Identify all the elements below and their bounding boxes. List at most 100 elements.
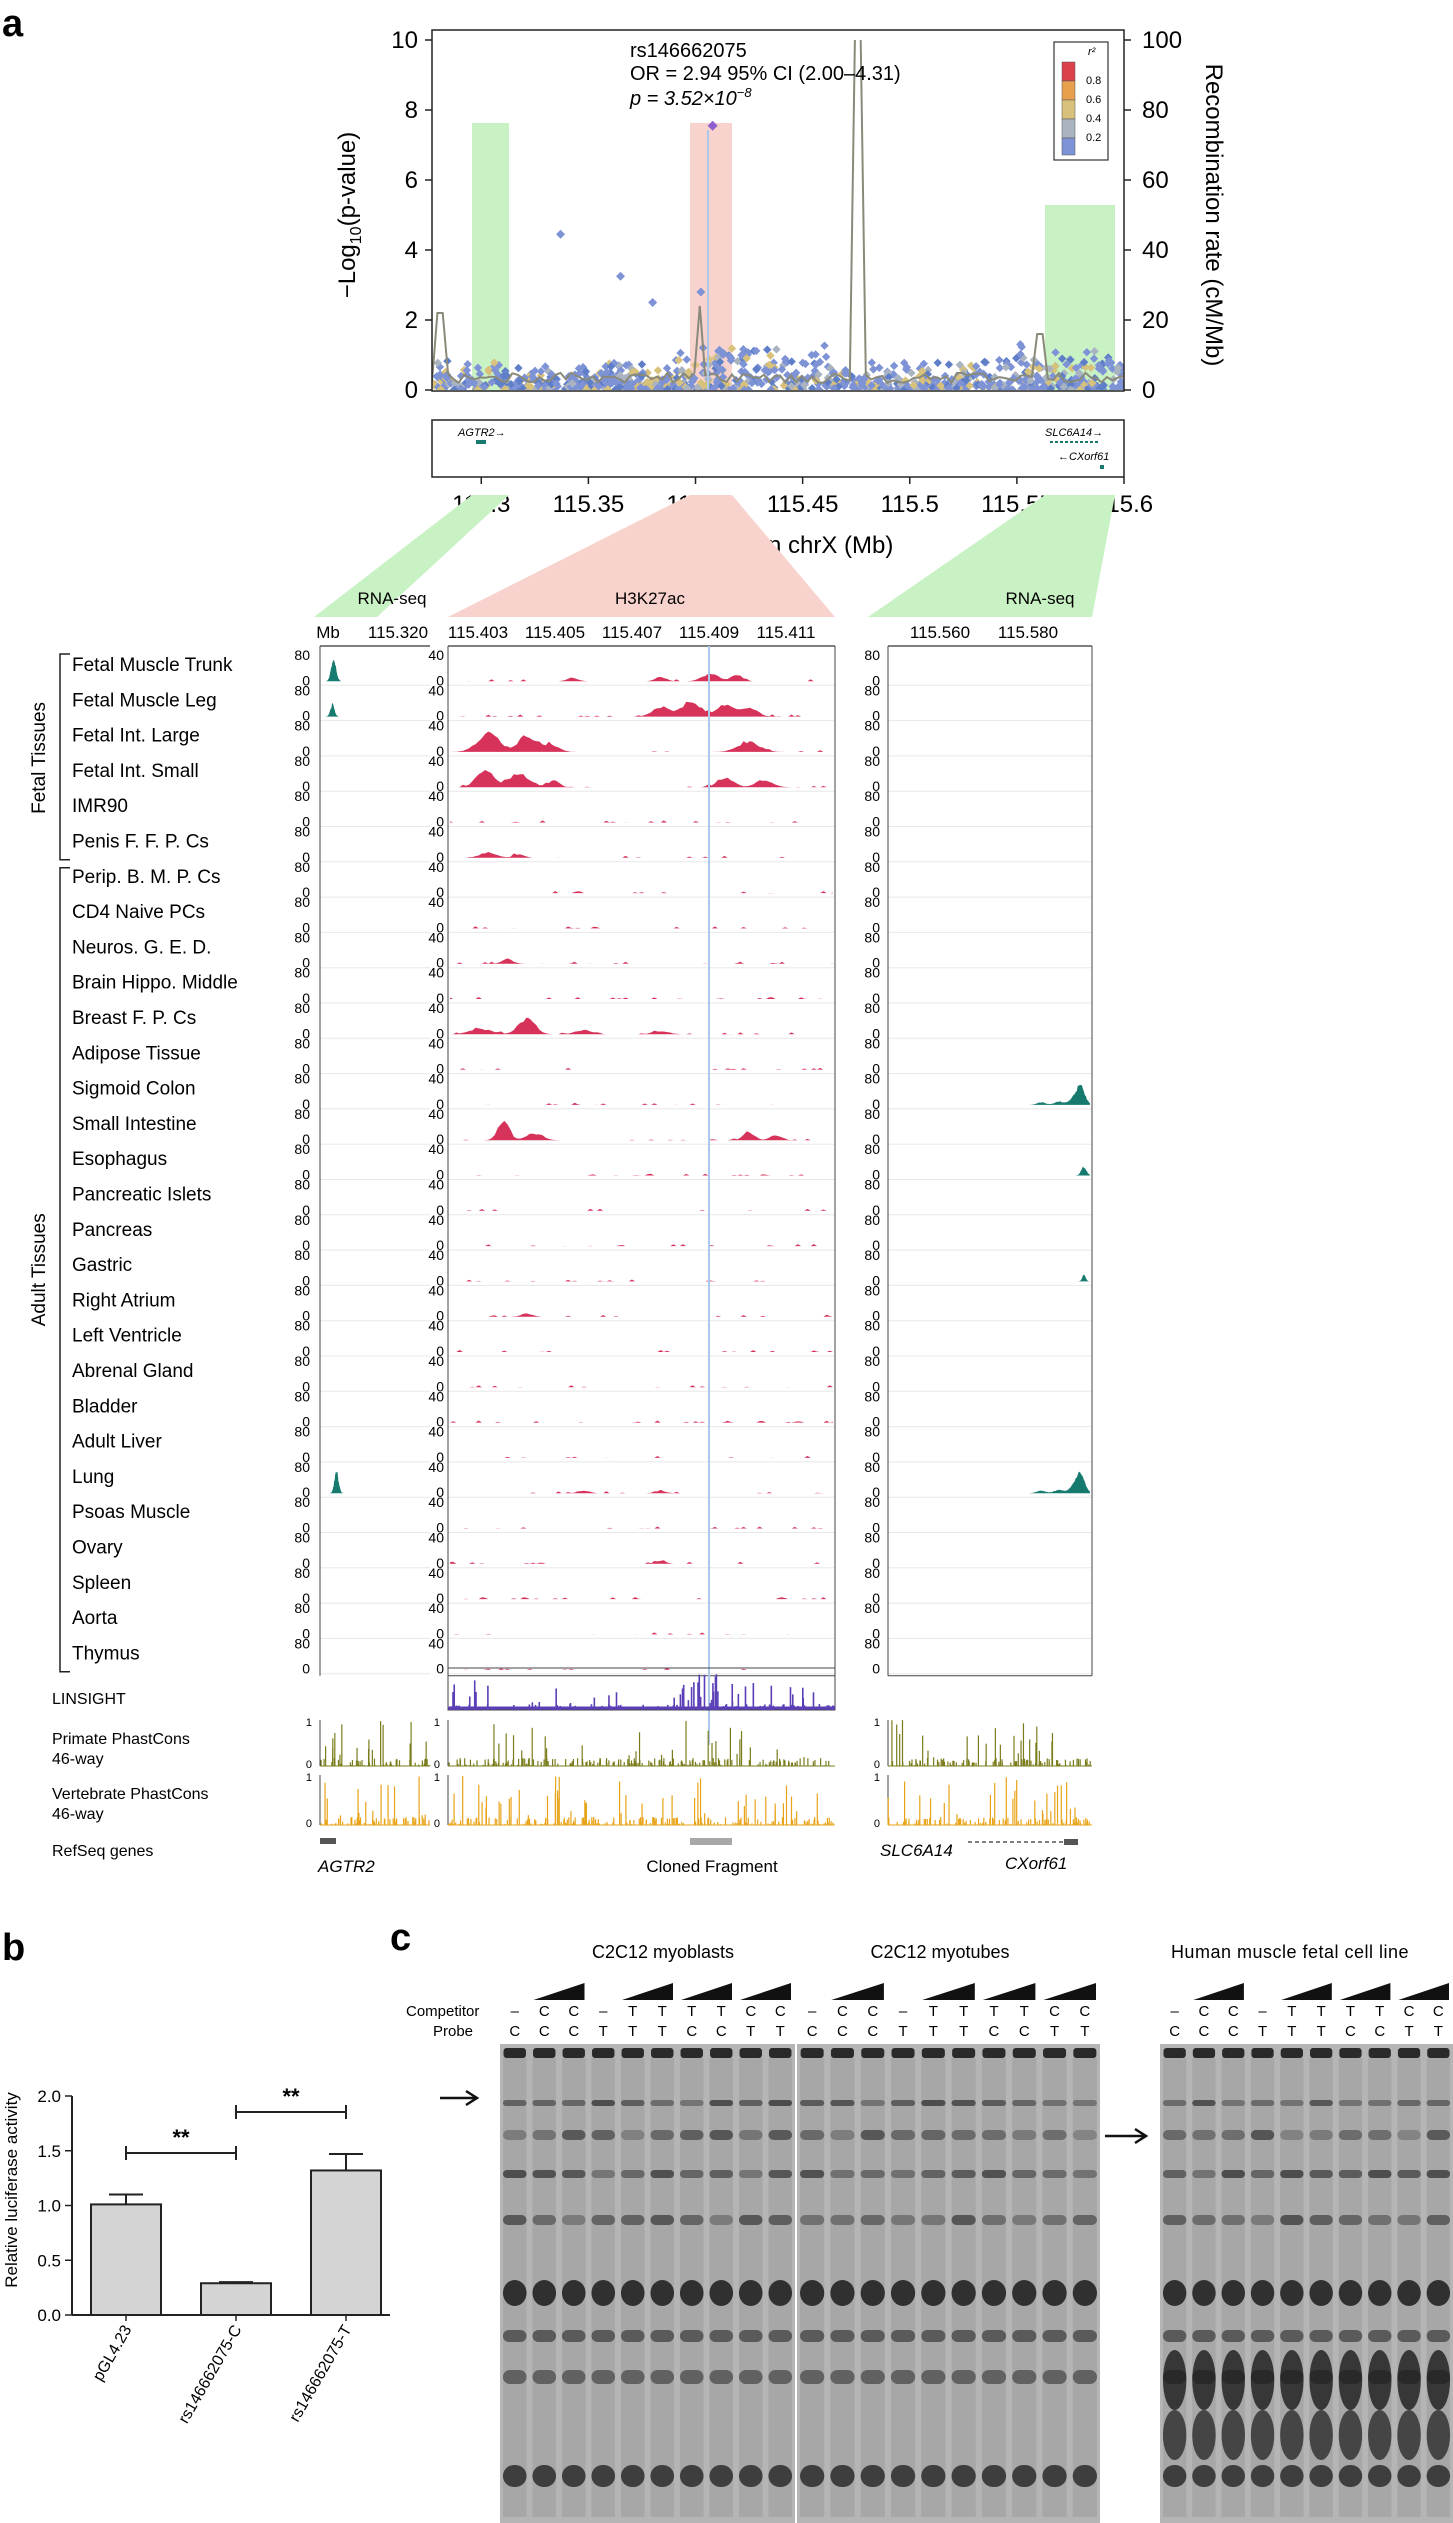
scale-rna-max: 80 bbox=[294, 1459, 310, 1475]
probe-lane-label: C bbox=[509, 2023, 520, 2040]
gel-band bbox=[502, 2130, 527, 2140]
snp-point bbox=[1066, 385, 1075, 390]
y-tick-label: 4 bbox=[405, 237, 418, 264]
gel-band bbox=[860, 2370, 885, 2384]
scale-rna-min: 0 bbox=[872, 1414, 880, 1430]
scale-rna-min: 0 bbox=[872, 1625, 880, 1641]
zoom-funnel-left bbox=[314, 495, 509, 617]
snp-point bbox=[574, 364, 584, 373]
snp-point bbox=[783, 370, 792, 380]
competitor-lane-label: T bbox=[1346, 2003, 1355, 2020]
gel-band bbox=[1192, 2100, 1216, 2106]
scale-rna-min: 0 bbox=[872, 1202, 880, 1218]
gel-well bbox=[830, 2048, 854, 2058]
gel-band bbox=[830, 2370, 855, 2384]
bar-rs146662075-T bbox=[310, 2169, 382, 2316]
snp-point bbox=[923, 369, 933, 379]
scale-h3k-max: 40 bbox=[428, 1565, 444, 1581]
snp-point bbox=[811, 350, 820, 359]
gel-band bbox=[679, 2215, 704, 2225]
scale-rna-max: 80 bbox=[864, 1247, 880, 1263]
scale-rna-max: 80 bbox=[294, 647, 310, 663]
scale-rna-min: 0 bbox=[872, 849, 880, 865]
scale-rna-min: 0 bbox=[872, 1343, 880, 1359]
gel-well bbox=[769, 2048, 792, 2058]
snp-point bbox=[603, 385, 613, 390]
gel-band bbox=[1368, 2410, 1392, 2460]
h3k27ac-signal bbox=[450, 891, 833, 894]
snp-point bbox=[1059, 369, 1069, 378]
snp-point bbox=[944, 384, 953, 390]
primate-phastcons-label-2: 46-way bbox=[52, 1751, 104, 1768]
axis-left-tick: 115.320 bbox=[368, 623, 428, 642]
scale-rna-min: 0 bbox=[302, 1025, 310, 1041]
gel-band bbox=[1221, 2280, 1245, 2306]
gel-band bbox=[1042, 2370, 1067, 2384]
gel-band bbox=[1192, 2130, 1216, 2140]
gel-band bbox=[921, 2100, 946, 2106]
scale-h3k-max: 40 bbox=[428, 1353, 444, 1369]
snp-point bbox=[737, 367, 746, 376]
scale-rna-max: 80 bbox=[294, 1247, 310, 1263]
gel-band bbox=[1221, 2330, 1245, 2342]
gel-well bbox=[739, 2048, 762, 2058]
competitor-lane-label: – bbox=[808, 2003, 817, 2020]
snp-point bbox=[788, 376, 798, 385]
competitor-lane-label: – bbox=[599, 2003, 608, 2020]
gel-band bbox=[679, 2330, 704, 2342]
gel-band bbox=[1280, 2100, 1304, 2106]
gel-band bbox=[1309, 2330, 1333, 2342]
competitor-lane-label: C bbox=[1199, 2003, 1210, 2020]
competitor-lane-label: – bbox=[511, 2003, 520, 2020]
scale-h3k-max: 40 bbox=[428, 859, 444, 875]
probe-lane-label: T bbox=[1258, 2023, 1267, 2040]
competitor-wedge bbox=[831, 1983, 884, 2000]
scale-h3k-min: 0 bbox=[436, 672, 444, 688]
snp-point bbox=[1016, 340, 1025, 349]
probe-lane-label: C bbox=[686, 2023, 697, 2040]
gel-well bbox=[1012, 2048, 1036, 2058]
gel-band bbox=[1397, 2170, 1421, 2178]
probe-lane-label: T bbox=[776, 2023, 785, 2040]
snp-point bbox=[802, 374, 811, 384]
snp-point bbox=[715, 357, 725, 367]
gel-band bbox=[1426, 2130, 1451, 2140]
snp-point bbox=[613, 379, 622, 389]
snp-point bbox=[873, 376, 883, 386]
y-tick-label: 10 bbox=[391, 27, 418, 54]
gel-band bbox=[502, 2215, 527, 2225]
snp-point bbox=[610, 385, 620, 390]
snp-point bbox=[867, 358, 877, 367]
cons-tick-min: 0 bbox=[306, 1818, 312, 1830]
scale-h3k-max: 40 bbox=[428, 965, 444, 981]
scale-h3k-max: 40 bbox=[428, 1635, 444, 1651]
bracket-fetal bbox=[59, 653, 70, 861]
h3k27ac-signal bbox=[450, 852, 833, 858]
scale-h3k-min: 0 bbox=[436, 1449, 444, 1465]
h3k27ac-signal bbox=[450, 1455, 833, 1458]
gel-well bbox=[503, 2048, 526, 2058]
scale-rna-min: 0 bbox=[872, 1520, 880, 1536]
cons-tick-min: 0 bbox=[874, 1759, 880, 1771]
snp-point bbox=[915, 364, 925, 373]
gel-band bbox=[768, 2280, 793, 2306]
snp-point bbox=[615, 361, 624, 371]
snp-point bbox=[647, 381, 657, 390]
gel-band bbox=[1426, 2330, 1451, 2342]
snp-point bbox=[710, 359, 720, 368]
scale-h3k-max: 40 bbox=[428, 1424, 444, 1440]
tissue-label: Brain Hippo. Middle bbox=[72, 973, 238, 994]
y-tick-label: 6 bbox=[405, 167, 418, 194]
scale-h3k-min: 0 bbox=[436, 1308, 444, 1324]
snp-point bbox=[637, 360, 647, 369]
gel-band bbox=[1042, 2170, 1067, 2178]
snp-point bbox=[800, 380, 809, 390]
scale-rna-min: 0 bbox=[872, 1167, 880, 1183]
probe-label: Probe bbox=[433, 2023, 473, 2040]
snp-point bbox=[499, 371, 508, 381]
scale-rna-max: 80 bbox=[294, 1000, 310, 1016]
gel-band bbox=[800, 2465, 825, 2487]
snp-point bbox=[707, 385, 717, 390]
snp-point bbox=[893, 374, 902, 383]
gel-band bbox=[890, 2370, 916, 2384]
